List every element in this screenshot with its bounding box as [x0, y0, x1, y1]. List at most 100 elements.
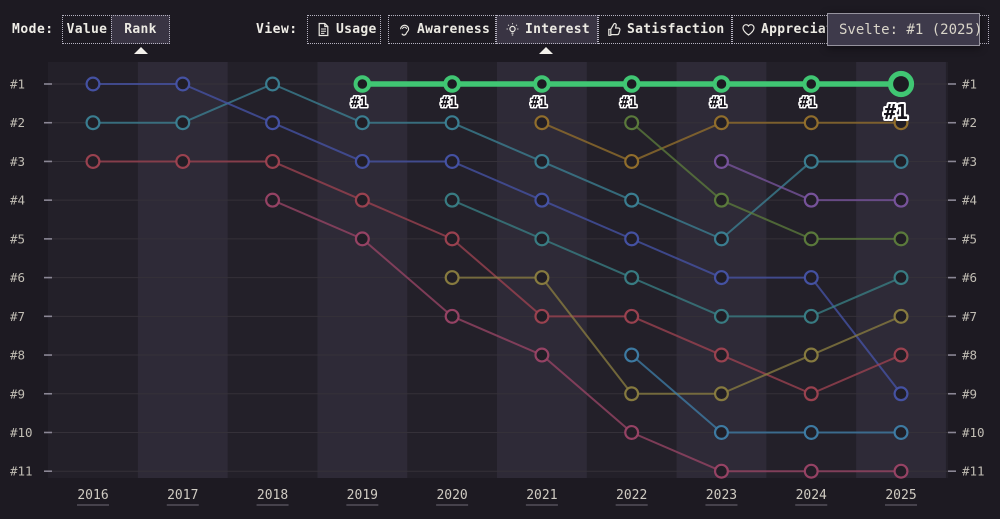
- tab-awareness[interactable]: Awareness: [388, 15, 496, 44]
- series-steel-marker-2025[interactable]: [893, 424, 909, 440]
- thumbs-up-icon: [607, 22, 622, 37]
- year-label-2020[interactable]: 2020: [436, 488, 467, 503]
- series-steel-marker-2022[interactable]: [624, 347, 640, 363]
- series-teal-a-marker-2023[interactable]: [713, 231, 729, 247]
- right-rank-label-#3: #3: [962, 154, 977, 169]
- series-moss-marker-2022[interactable]: [624, 115, 640, 131]
- series-indigo-marker-2025[interactable]: [893, 386, 909, 402]
- year-band-2025: [856, 62, 946, 478]
- series-teal-b-marker-2021[interactable]: [534, 231, 550, 247]
- series-svelte-marker-2019[interactable]: [353, 75, 372, 93]
- series-olive-marker-2022[interactable]: [624, 386, 640, 402]
- series-moss-marker-2025[interactable]: [893, 231, 909, 247]
- series-magenta-marker-2025[interactable]: [893, 463, 909, 479]
- series-amber-marker-2022[interactable]: [624, 153, 640, 169]
- mode-button-rank[interactable]: Rank: [111, 15, 170, 44]
- series-teal-b-line[interactable]: [451, 199, 903, 318]
- series-magenta-marker-2022[interactable]: [624, 424, 640, 440]
- series-svelte-marker-2022[interactable]: [622, 75, 641, 93]
- series-crimson-marker-2019[interactable]: [354, 192, 370, 208]
- series-magenta-line[interactable]: [271, 199, 903, 473]
- series-teal-b-marker-2023[interactable]: [713, 308, 729, 324]
- series-olive-marker-2020[interactable]: [444, 270, 460, 286]
- series-svelte-rank-label-2025: #1: [884, 100, 908, 124]
- series-olive-marker-2025[interactable]: [893, 308, 909, 324]
- series-indigo-marker-2019[interactable]: [354, 153, 370, 169]
- series-indigo-marker-2021[interactable]: [534, 192, 550, 208]
- year-label-2016[interactable]: 2016: [77, 488, 108, 503]
- series-teal-b-marker-2022[interactable]: [624, 270, 640, 286]
- year-label-2017[interactable]: 2017: [167, 488, 198, 503]
- series-magenta-marker-2021[interactable]: [534, 347, 550, 363]
- series-crimson-marker-2021[interactable]: [534, 308, 550, 324]
- series-moss-marker-2023[interactable]: [713, 192, 729, 208]
- series-purple-marker-2023[interactable]: [713, 153, 729, 169]
- series-olive-marker-2023[interactable]: [713, 386, 729, 402]
- year-label-2025[interactable]: 2025: [885, 488, 916, 503]
- tab-usage[interactable]: Usage: [307, 15, 381, 44]
- series-indigo-marker-2022[interactable]: [624, 231, 640, 247]
- series-teal-a-marker-2018[interactable]: [265, 76, 281, 92]
- series-magenta-marker-2023[interactable]: [713, 463, 729, 479]
- series-magenta-marker-2024[interactable]: [803, 463, 819, 479]
- series-crimson-marker-2023[interactable]: [713, 347, 729, 363]
- series-teal-a-marker-2021[interactable]: [534, 153, 550, 169]
- series-steel-marker-2023[interactable]: [713, 424, 729, 440]
- year-label-2024[interactable]: 2024: [796, 488, 827, 503]
- series-amber-marker-2025[interactable]: [893, 115, 909, 131]
- series-crimson-marker-2020[interactable]: [444, 231, 460, 247]
- series-teal-b-marker-2020[interactable]: [444, 192, 460, 208]
- series-amber-marker-2021[interactable]: [534, 115, 550, 131]
- series-svelte-marker-2021[interactable]: [533, 75, 551, 93]
- series-teal-a-marker-2022[interactable]: [624, 192, 640, 208]
- series-amber-marker-2024[interactable]: [803, 115, 819, 131]
- series-teal-a-marker-2025[interactable]: [893, 153, 909, 169]
- series-indigo-marker-2023[interactable]: [713, 270, 729, 286]
- series-indigo-marker-2024[interactable]: [803, 270, 819, 286]
- year-label-2023[interactable]: 2023: [706, 488, 737, 503]
- series-svelte-marker-2023[interactable]: [712, 75, 731, 93]
- series-magenta-marker-2020[interactable]: [444, 308, 460, 324]
- series-teal-a-marker-2020[interactable]: [444, 115, 460, 131]
- series-teal-a-marker-2016[interactable]: [85, 115, 101, 131]
- tab-satisfaction[interactable]: Satisfaction: [598, 15, 732, 44]
- series-crimson-marker-2016[interactable]: [85, 153, 101, 169]
- series-olive-marker-2024[interactable]: [803, 347, 819, 363]
- year-label-2022[interactable]: 2022: [616, 488, 647, 503]
- series-teal-b-marker-2025[interactable]: [893, 270, 909, 286]
- series-crimson-marker-2025[interactable]: [893, 347, 909, 363]
- series-crimson-marker-2017[interactable]: [175, 153, 191, 169]
- year-label-2018[interactable]: 2018: [257, 488, 288, 503]
- year-label-2019[interactable]: 2019: [347, 488, 378, 503]
- tab-interest[interactable]: Interest: [496, 15, 598, 44]
- series-moss-line[interactable]: [630, 121, 903, 240]
- series-svelte-marker-2024[interactable]: [802, 75, 821, 93]
- series-teal-a-marker-2024[interactable]: [803, 153, 819, 169]
- series-indigo-marker-2017[interactable]: [175, 76, 191, 92]
- series-olive-marker-2021[interactable]: [534, 270, 550, 286]
- series-steel-marker-2024[interactable]: [803, 424, 819, 440]
- series-magenta-marker-2019[interactable]: [354, 231, 370, 247]
- series-crimson-marker-2018[interactable]: [265, 153, 281, 169]
- mode-button-value[interactable]: Value: [62, 15, 112, 44]
- series-crimson-marker-2022[interactable]: [624, 308, 640, 324]
- series-indigo-marker-2016[interactable]: [85, 76, 101, 92]
- series-svelte-marker-2020[interactable]: [443, 75, 461, 93]
- series-indigo-line[interactable]: [92, 83, 903, 395]
- series-svelte-marker-2025[interactable]: [887, 70, 915, 98]
- series-indigo-marker-2018[interactable]: [265, 115, 281, 131]
- right-rank-label-#7: #7: [962, 309, 977, 324]
- series-magenta-marker-2018[interactable]: [265, 192, 281, 208]
- series-amber-marker-2023[interactable]: [713, 115, 729, 131]
- series-teal-b-marker-2024[interactable]: [803, 308, 819, 324]
- series-purple-marker-2024[interactable]: [803, 192, 819, 208]
- series-moss-marker-2024[interactable]: [803, 231, 819, 247]
- series-steel-line[interactable]: [630, 354, 903, 434]
- series-svelte-rank-label-2023: #1: [710, 95, 727, 111]
- series-indigo-marker-2020[interactable]: [444, 153, 460, 169]
- series-crimson-marker-2024[interactable]: [803, 386, 819, 402]
- year-label-2021[interactable]: 2021: [526, 488, 557, 503]
- series-purple-marker-2025[interactable]: [893, 192, 909, 208]
- series-teal-a-marker-2017[interactable]: [175, 115, 191, 131]
- series-teal-a-marker-2019[interactable]: [354, 115, 370, 131]
